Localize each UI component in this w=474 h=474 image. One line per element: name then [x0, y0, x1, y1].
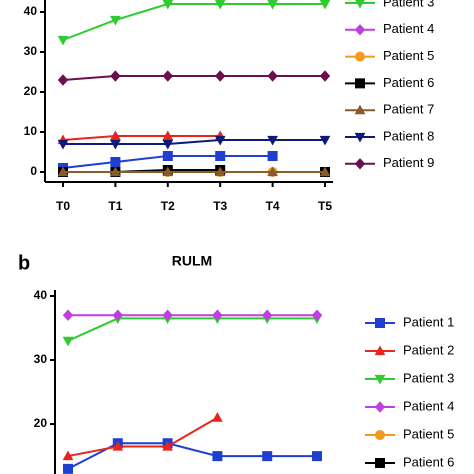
marker	[162, 166, 174, 177]
marker	[267, 0, 278, 10]
marker	[311, 309, 323, 321]
series-line	[62, 135, 221, 141]
marker	[319, 135, 331, 146]
marker	[212, 451, 223, 462]
x-tick-label: T1	[108, 199, 122, 213]
legend-label: Patient 3	[403, 370, 454, 385]
marker	[110, 15, 121, 26]
marker	[214, 166, 226, 177]
legend-marker	[374, 401, 386, 413]
legend-label: Patient 5	[403, 426, 454, 441]
legend-marker	[375, 318, 385, 328]
marker	[110, 130, 121, 141]
legend-label: Patient 8	[383, 128, 434, 143]
y-tick-label: 10	[24, 124, 38, 138]
marker	[62, 336, 74, 347]
marker	[212, 309, 223, 321]
chart-title: RULM	[172, 253, 212, 269]
legend-marker	[355, 51, 365, 62]
marker	[319, 166, 331, 177]
marker	[214, 135, 226, 146]
legend-marker	[354, 132, 366, 143]
legend-label: Patient 7	[383, 102, 434, 117]
y-tick-label: 20	[24, 84, 38, 98]
legend-label: Patient 5	[383, 48, 434, 63]
x-tick-label: T2	[161, 199, 175, 213]
series-line	[62, 3, 325, 41]
marker	[57, 35, 69, 46]
legend-marker	[374, 345, 386, 356]
legend-marker	[375, 458, 385, 468]
legend-label: Patient 4	[403, 398, 454, 413]
marker	[162, 151, 173, 161]
legend-label: Patient 6	[383, 75, 434, 90]
marker	[62, 450, 74, 461]
series-line	[67, 442, 317, 470]
marker	[162, 0, 174, 10]
marker	[162, 139, 174, 150]
legend-label: Patient 6	[403, 454, 454, 469]
legend-marker	[354, 158, 366, 170]
y-tick-label: 30	[34, 352, 48, 366]
marker	[215, 70, 226, 82]
marker	[57, 74, 69, 86]
marker	[110, 166, 121, 177]
panel-label: b	[18, 252, 30, 274]
marker	[162, 440, 173, 451]
legend-marker	[355, 78, 365, 89]
legend-label: Patient 2	[403, 342, 454, 357]
marker	[57, 166, 69, 177]
y-tick-label: 0	[30, 164, 37, 178]
marker	[57, 139, 69, 150]
marker	[214, 0, 226, 10]
legend-marker	[374, 374, 386, 385]
marker	[215, 151, 226, 161]
series-line	[62, 75, 325, 81]
marker	[319, 0, 331, 10]
y-tick-label: 30	[24, 44, 38, 58]
marker	[110, 70, 121, 82]
y-tick-label: 20	[34, 416, 48, 430]
x-tick-label: T0	[56, 199, 70, 213]
marker	[162, 70, 173, 82]
series-line	[67, 317, 317, 342]
marker	[62, 309, 74, 321]
marker	[312, 451, 322, 462]
legend-label: Patient 3	[383, 0, 434, 9]
legend-marker	[354, 24, 366, 36]
series-line	[67, 416, 218, 458]
legend-label: Patient 4	[383, 21, 434, 36]
y-tick-label: 40	[24, 4, 38, 18]
marker	[262, 309, 273, 321]
x-tick-label: T4	[266, 199, 280, 213]
marker	[319, 70, 331, 82]
marker	[110, 157, 121, 167]
x-tick-label: T3	[213, 199, 227, 213]
legend-marker	[375, 430, 385, 440]
y-tick-label: 40	[34, 288, 48, 302]
legend-marker	[354, 104, 366, 115]
marker	[267, 151, 278, 161]
marker	[162, 130, 174, 141]
marker	[110, 139, 121, 150]
marker	[112, 309, 123, 321]
marker	[267, 70, 278, 82]
marker	[267, 166, 278, 177]
marker	[262, 451, 273, 462]
legend-label: Patient 9	[383, 155, 434, 170]
marker	[267, 135, 278, 146]
marker	[212, 412, 223, 422]
marker	[162, 309, 173, 321]
marker	[112, 440, 124, 451]
x-tick-label: T5	[318, 199, 332, 213]
legend-label: Patient 1	[403, 314, 454, 329]
series-line	[63, 139, 325, 145]
legend-marker	[355, 0, 365, 9]
marker	[63, 463, 73, 474]
